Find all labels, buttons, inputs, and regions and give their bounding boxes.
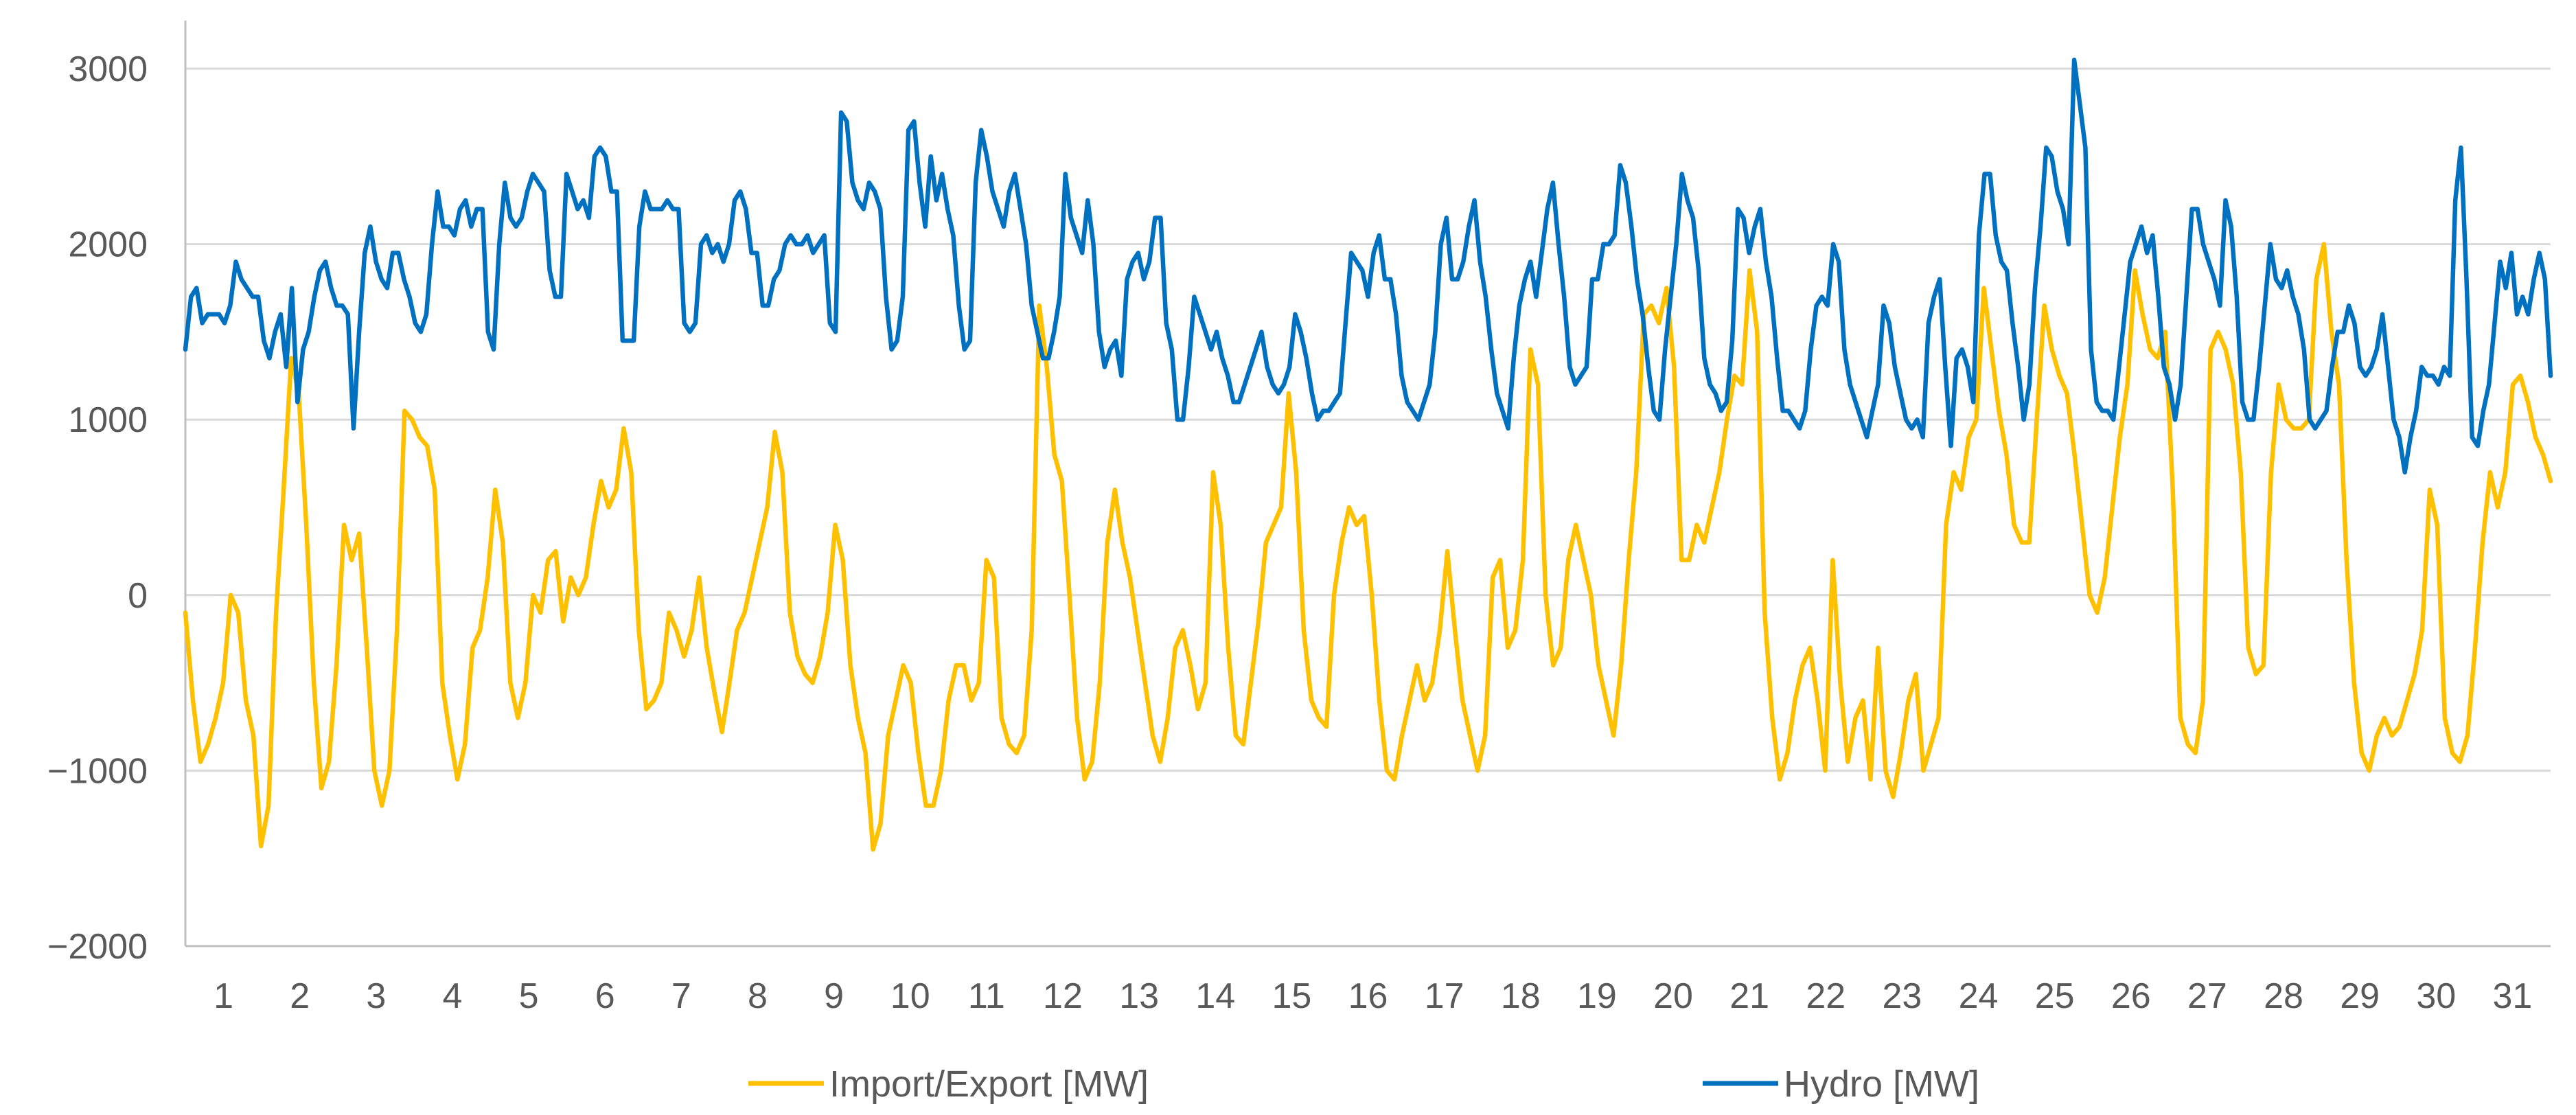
gridlines [184, 21, 2551, 947]
x-tick-label: 15 [1272, 976, 1311, 1016]
x-tick-label: 29 [2340, 976, 2380, 1016]
legend-label: Import/Export [MW] [829, 1064, 1149, 1105]
x-tick-label: 23 [1882, 976, 1922, 1016]
x-tick-label: 13 [1119, 976, 1159, 1016]
legend-label: Hydro [MW] [1784, 1064, 1979, 1105]
x-tick-label: 25 [2035, 976, 2075, 1016]
series-line-import-export [183, 242, 2553, 852]
y-tick-label: 0 [128, 576, 148, 616]
y-tick-label: −2000 [47, 927, 148, 967]
x-tick-label: 19 [1577, 976, 1617, 1016]
x-axis-ticks: 1 2 3 4 5 6 7 8 9 10 11 12 13 14 15 16 17 18 19 20 21 22 23 24 2… [214, 976, 2532, 1016]
x-tick-label: 3 [366, 976, 386, 1016]
x-tick-label: 17 [1425, 976, 1464, 1016]
x-tick-label: 24 [1959, 976, 1999, 1016]
x-tick-label: 31 [2493, 976, 2533, 1016]
x-tick-label: 30 [2416, 976, 2456, 1016]
series-line-hydro [183, 57, 2553, 475]
x-tick-label: 12 [1043, 976, 1083, 1016]
x-tick-label: 14 [1195, 976, 1235, 1016]
series-lines [183, 57, 2553, 852]
y-tick-label: 2000 [68, 225, 148, 265]
y-tick-label: 3000 [68, 49, 148, 89]
x-tick-label: 27 [2187, 976, 2227, 1016]
y-tick-label: −1000 [47, 751, 148, 791]
x-tick-label: 10 [890, 976, 930, 1016]
y-tick-label: 1000 [68, 400, 148, 440]
x-tick-label: 9 [824, 976, 844, 1016]
x-tick-label: 4 [442, 976, 462, 1016]
x-tick-label: 26 [2111, 976, 2151, 1016]
x-tick-label: 5 [519, 976, 539, 1016]
x-tick-label: 1 [214, 976, 233, 1016]
x-tick-label: 28 [2264, 976, 2303, 1016]
x-tick-label: 21 [1729, 976, 1769, 1016]
x-tick-label: 11 [968, 976, 1005, 1016]
x-tick-label: 18 [1501, 976, 1541, 1016]
x-tick-label: 7 [671, 976, 691, 1016]
x-tick-label: 8 [748, 976, 768, 1016]
x-tick-label: 20 [1653, 976, 1693, 1016]
x-tick-label: 16 [1348, 976, 1388, 1016]
y-axis-ticks: 3000 2000 1000 0 −1000 −2000 [47, 49, 148, 967]
x-tick-label: 22 [1806, 976, 1845, 1016]
x-tick-label: 6 [595, 976, 615, 1016]
legend: Import/Export [MW] Hydro [MW] [748, 1064, 1979, 1105]
x-tick-label: 2 [290, 976, 310, 1016]
